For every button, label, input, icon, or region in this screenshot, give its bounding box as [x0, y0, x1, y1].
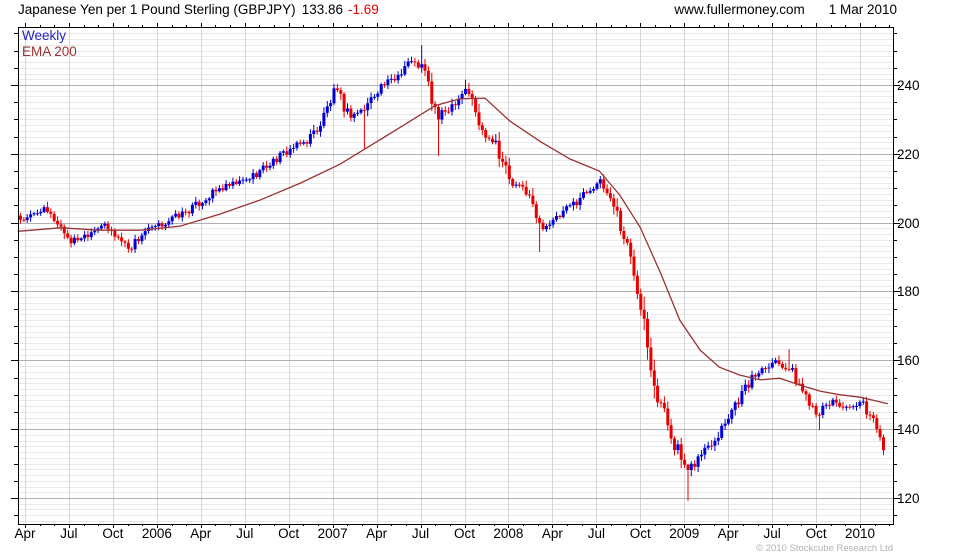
y-axis-label: 180	[897, 284, 920, 300]
ema-line	[17, 97, 889, 405]
x-axis-label: Jul	[763, 526, 781, 541]
x-axis-label: Oct	[102, 526, 124, 541]
x-axis-label: Oct	[453, 526, 475, 541]
candles-up	[25, 45, 865, 477]
x-axis-label: Jul	[411, 526, 430, 541]
last-price: 133.86	[301, 2, 343, 17]
x-axis-label: Jul	[236, 526, 254, 541]
x-axis-label: Apr	[366, 526, 388, 541]
chart-title: Japanese Yen per 1 Pound Sterling (GBPJP…	[18, 2, 379, 17]
x-axis-label: 2010	[845, 526, 876, 541]
price-change: -1.69	[347, 2, 379, 17]
x-axis-label: 2008	[493, 526, 524, 541]
y-axis-label: 200	[897, 215, 920, 231]
x-axis-label: Oct	[805, 526, 827, 541]
x-axis-label: Apr	[717, 526, 739, 541]
x-axis-label: Apr	[14, 526, 36, 541]
header-right: www.fullermoney.com 1 Mar 2010	[674, 2, 897, 17]
x-axis-label: 2007	[317, 526, 348, 541]
y-axis-label: 120	[897, 491, 920, 506]
x-axis-label: Jul	[60, 526, 78, 541]
grid	[18, 27, 893, 524]
x-axis-label: 2006	[141, 526, 172, 541]
y-axis-label: 160	[897, 353, 920, 369]
y-axis-label: 220	[897, 146, 920, 162]
candles-down	[19, 57, 885, 501]
x-axis-label: Apr	[541, 526, 563, 541]
instrument-title: Japanese Yen per 1 Pound Sterling (GBPJP…	[18, 2, 296, 17]
site-link[interactable]: www.fullermoney.com	[674, 2, 805, 17]
x-axis-label: Oct	[629, 526, 651, 541]
legend-weekly-label: Weekly	[22, 28, 67, 43]
axis-frame	[11, 23, 900, 528]
x-axis-label: Apr	[190, 526, 212, 541]
y-axis-label: 240	[897, 77, 920, 93]
x-axis-label: 2009	[669, 526, 700, 541]
copyright-notice: © 2010 Stockcube Research Ltd	[756, 543, 893, 554]
x-axis-label: Oct	[278, 526, 300, 541]
x-axis-label: Jul	[587, 526, 605, 541]
chart-date: 1 Mar 2010	[828, 2, 897, 17]
legend-ema-label: EMA 200	[22, 44, 77, 59]
y-axis-label: 140	[897, 422, 920, 438]
